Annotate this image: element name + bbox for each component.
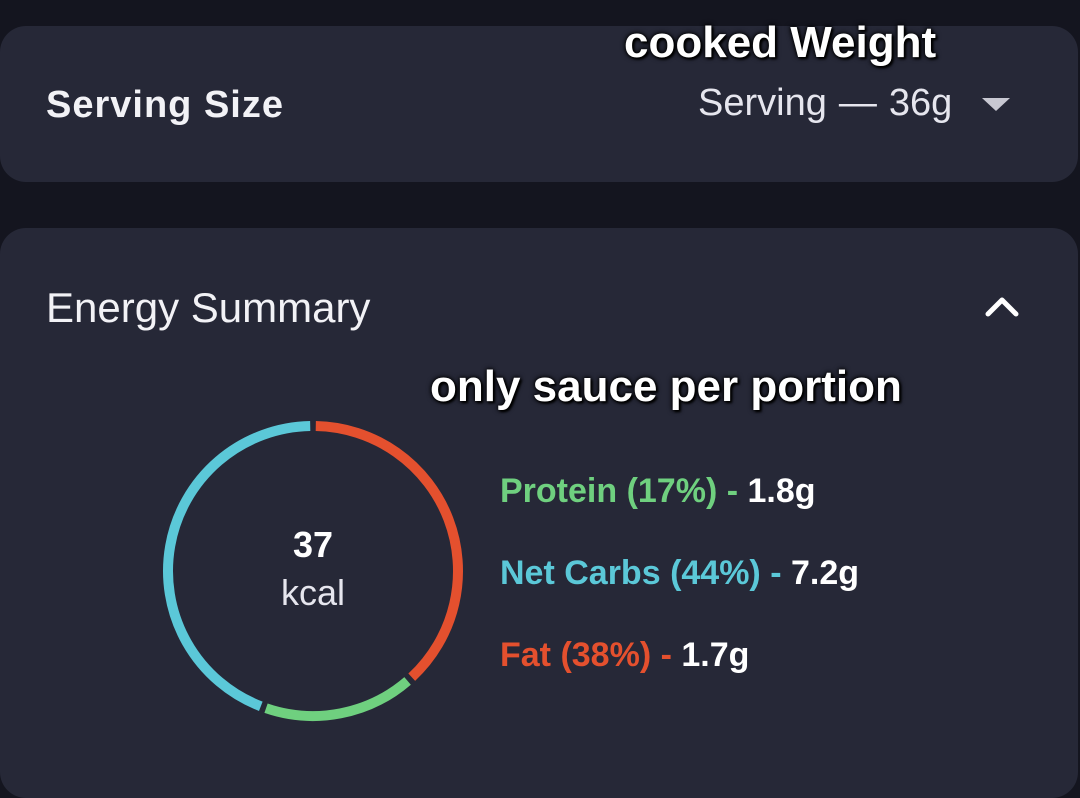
- macro-fat-dash: -: [660, 636, 672, 674]
- calories-unit: kcal: [280, 572, 346, 613]
- serving-size-label: Serving Size: [46, 84, 284, 126]
- macro-fat-percent: (38%): [560, 636, 652, 674]
- macro-protein-name: Protein: [500, 472, 618, 510]
- collapse-button[interactable]: [982, 290, 1022, 322]
- macro-donut-chart: [163, 421, 463, 721]
- donut-slice-fat: [315, 421, 463, 681]
- macro-protein-dash: -: [726, 472, 739, 510]
- calories-value: 37: [292, 524, 334, 565]
- macro-carbs-amount: 7.2g: [791, 554, 860, 592]
- serving-unit-text: Serving: [698, 82, 827, 124]
- macro-carbs-dash: -: [770, 554, 782, 592]
- energy-summary-title: Energy Summary: [46, 284, 371, 331]
- donut-slice-net-carbs: [163, 421, 311, 711]
- macro-protein-percent: (17%): [626, 472, 718, 510]
- annotation-cooked-weight: cooked Weight: [624, 18, 937, 67]
- macro-protein-amount: 1.8g: [747, 472, 816, 510]
- chevron-down-icon[interactable]: [982, 98, 1011, 111]
- macro-protein-row: Protein (17%) - 1.8g: [500, 472, 816, 511]
- macro-fat-amount: 1.7g: [681, 636, 750, 674]
- serving-size-dropdown[interactable]: Serving — 36g: [698, 82, 1011, 125]
- donut-slice-protein: [264, 677, 411, 721]
- serving-amount-text: 36g: [888, 82, 953, 124]
- annotation-sauce-per-portion: only sauce per portion: [430, 362, 902, 411]
- macro-fat-row: Fat (38%) - 1.7g: [500, 636, 749, 675]
- serving-dash: —: [838, 82, 877, 124]
- macro-carbs-row: Net Carbs (44%) - 7.2g: [500, 554, 859, 593]
- macro-carbs-name: Net Carbs: [500, 554, 661, 592]
- chevron-up-icon: [985, 297, 1019, 317]
- macro-fat-name: Fat: [500, 636, 551, 674]
- serving-size-card: [0, 26, 1078, 182]
- macro-carbs-percent: (44%): [670, 554, 761, 592]
- donut-center: 37 kcal: [158, 416, 468, 726]
